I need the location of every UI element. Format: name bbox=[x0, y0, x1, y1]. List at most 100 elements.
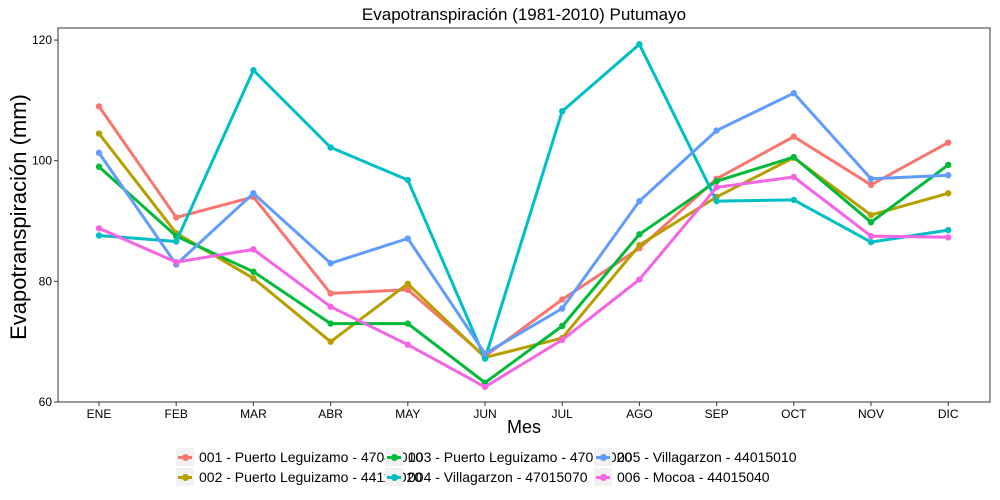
data-point bbox=[481, 355, 489, 362]
y-tick-label: 100 bbox=[32, 154, 52, 168]
x-tick-label: ABR bbox=[318, 407, 343, 421]
data-point bbox=[867, 219, 875, 226]
series-line bbox=[97, 155, 950, 385]
series-4 bbox=[95, 41, 952, 362]
x-tick-label: MAY bbox=[395, 407, 420, 421]
data-point bbox=[790, 133, 797, 140]
data-point bbox=[867, 232, 875, 240]
legend-label: 003 - Puerto Leguizamo - 47035020 bbox=[408, 449, 633, 465]
data-point bbox=[945, 190, 952, 197]
series-line bbox=[97, 42, 950, 361]
x-tick-label: JUN bbox=[473, 407, 496, 421]
data-point bbox=[636, 41, 643, 48]
data-point bbox=[95, 130, 103, 137]
data-point bbox=[945, 226, 952, 234]
series-3 bbox=[95, 153, 952, 386]
data-point bbox=[945, 161, 952, 169]
legend-key bbox=[176, 448, 194, 466]
x-tick-label: MAR bbox=[240, 407, 267, 421]
data-point bbox=[95, 225, 103, 232]
data-point bbox=[559, 305, 566, 312]
data-point bbox=[327, 290, 334, 297]
legend-key bbox=[385, 468, 403, 486]
series-6 bbox=[95, 173, 952, 391]
x-tick-label: SEP bbox=[705, 407, 729, 421]
data-point bbox=[250, 190, 257, 197]
data-point bbox=[790, 196, 797, 204]
legend-key bbox=[594, 468, 612, 486]
legend-label: 002 - Puerto Leguizamo - 44115020 bbox=[199, 469, 423, 485]
series-line bbox=[97, 132, 950, 359]
data-point bbox=[173, 214, 180, 221]
data-point bbox=[481, 383, 489, 391]
data-point bbox=[404, 286, 411, 293]
data-point bbox=[713, 127, 720, 134]
x-tick-label: DIC bbox=[938, 407, 959, 421]
data-point bbox=[790, 173, 797, 181]
data-point bbox=[95, 103, 103, 110]
legend-label: 004 - Villagarzon - 47015070 bbox=[408, 469, 588, 485]
x-tick-label: FEB bbox=[165, 407, 188, 421]
data-point bbox=[790, 153, 797, 161]
data-point bbox=[790, 89, 797, 97]
chart-title: Evapotranspiración (1981-2010) Putumayo bbox=[362, 5, 686, 24]
x-tick-label: ENE bbox=[87, 407, 112, 421]
data-point bbox=[945, 171, 952, 179]
data-point bbox=[867, 238, 875, 246]
legend-label: 005 - Villagarzon - 44015010 bbox=[617, 449, 797, 465]
data-point bbox=[559, 108, 566, 115]
legend-key bbox=[176, 468, 194, 486]
series-line bbox=[97, 91, 950, 356]
data-point bbox=[250, 246, 257, 253]
y-tick-label: 80 bbox=[39, 274, 53, 288]
legend-point bbox=[182, 474, 189, 481]
data-point bbox=[95, 163, 103, 170]
data-point bbox=[867, 211, 875, 219]
data-point bbox=[713, 197, 720, 205]
plot-border bbox=[57, 27, 991, 403]
data-point bbox=[327, 320, 334, 327]
legend-key bbox=[594, 448, 612, 466]
data-point bbox=[636, 197, 643, 205]
legend-point bbox=[182, 454, 189, 461]
data-point bbox=[250, 268, 257, 275]
data-point bbox=[250, 275, 257, 282]
data-point bbox=[559, 296, 566, 303]
x-axis-title: Mes bbox=[507, 417, 541, 437]
data-point bbox=[404, 320, 411, 327]
y-axis: 60 80 100 120 bbox=[32, 33, 58, 409]
data-point bbox=[327, 260, 334, 267]
data-point bbox=[559, 336, 566, 344]
legend-item: 001 - Puerto Leguizamo - 47045010 bbox=[176, 448, 423, 466]
data-point bbox=[404, 235, 411, 242]
data-point bbox=[95, 149, 103, 157]
x-tick-label: NOV bbox=[858, 407, 884, 421]
legend: 001 - Puerto Leguizamo - 47045010 003 - P… bbox=[176, 448, 916, 486]
legend-key bbox=[385, 448, 403, 466]
series-line bbox=[97, 104, 950, 358]
data-point bbox=[867, 181, 875, 189]
data-point bbox=[173, 258, 180, 266]
plot-panel bbox=[57, 27, 991, 403]
data-point bbox=[173, 238, 180, 245]
x-tick-label: AGO bbox=[626, 407, 653, 421]
y-tick-label: 60 bbox=[39, 395, 53, 409]
y-tick-label: 120 bbox=[32, 33, 52, 47]
legend-item: 003 - Puerto Leguizamo - 47035020 bbox=[385, 448, 632, 466]
legend-point bbox=[600, 454, 607, 461]
data-point bbox=[250, 67, 257, 74]
legend-item: 005 - Villagarzon - 44015010 bbox=[594, 448, 797, 466]
data-point bbox=[713, 178, 720, 185]
y-axis-title: Evapotranspiración (mm) bbox=[6, 94, 31, 340]
data-point bbox=[945, 234, 952, 241]
x-tick-label: JUL bbox=[552, 407, 574, 421]
data-point bbox=[867, 175, 875, 183]
series-layer bbox=[95, 41, 952, 391]
legend-point bbox=[391, 474, 398, 481]
data-point bbox=[95, 232, 103, 239]
x-tick-label: OCT bbox=[781, 407, 807, 421]
legend-point bbox=[600, 474, 607, 481]
legend-label: 001 - Puerto Leguizamo - 47045010 bbox=[199, 449, 424, 465]
data-point bbox=[327, 144, 334, 151]
